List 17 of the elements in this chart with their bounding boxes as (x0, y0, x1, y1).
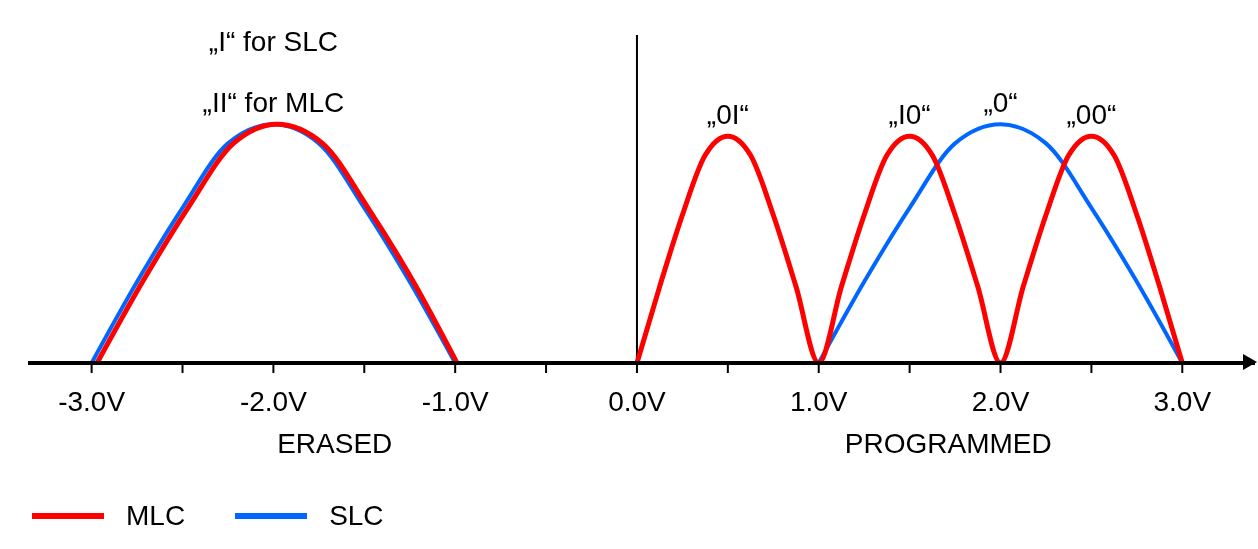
x-tick-label: -1.0V (421, 386, 489, 417)
x-tick-label: -3.0V (58, 386, 126, 417)
annotation: „00“ (1066, 99, 1117, 131)
text: PROGRAMMED (844, 428, 1052, 460)
annotation: „0“ (983, 87, 1018, 119)
x-tick-label: 1.0V (789, 386, 848, 417)
legend-label: SLC (329, 500, 384, 532)
text: ERASED (277, 428, 393, 460)
x-tick-label: 2.0V (971, 386, 1030, 417)
annotation: „0I“ (706, 99, 749, 131)
x-tick-label: 0.0V (608, 386, 667, 417)
annotation: „I0“ (888, 99, 931, 131)
annotation: „I“ for SLC (208, 26, 338, 58)
x-tick-label: 3.0V (1153, 386, 1212, 417)
x-tick-label: -2.0V (239, 386, 308, 417)
legend-label: MLC (126, 500, 186, 532)
annotation: „II“ for MLC (202, 87, 345, 119)
